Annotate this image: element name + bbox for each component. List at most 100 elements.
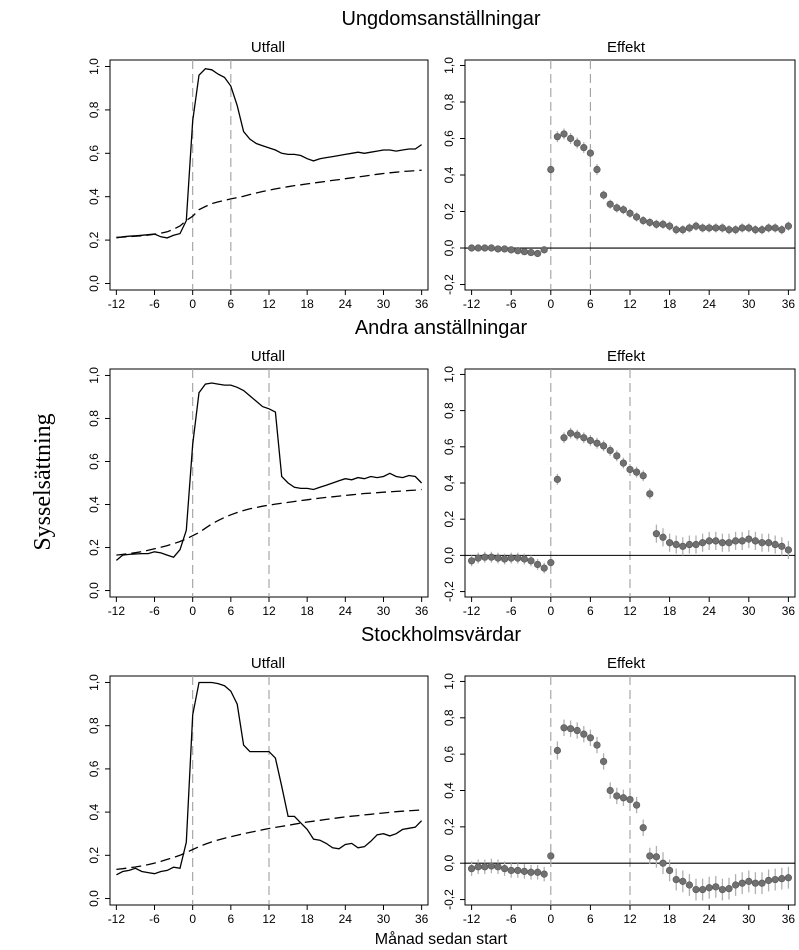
x-tick-label: 6: [227, 297, 234, 311]
effect-point: [560, 130, 568, 138]
y-tick-label: 0,4: [442, 166, 456, 183]
effect-point: [659, 533, 667, 541]
effect-point: [632, 468, 641, 476]
y-tick-label: 0,2: [442, 511, 456, 528]
effect-point: [599, 191, 608, 199]
effect-point: [731, 226, 740, 234]
x-tick-label: 30: [377, 912, 391, 926]
x-tick-label: 30: [377, 604, 391, 618]
panel-effect-3: -0,2 0,0 0,2 0,4 0,6 0,8 1,0 -12 -6 0 6 12 18 24 30 36: [442, 673, 796, 926]
effect-point: [573, 726, 581, 735]
effect-point: [560, 724, 568, 732]
y-tick-label: 1,0: [87, 367, 101, 384]
x-tick-label: 36: [415, 912, 429, 926]
effect-point: [626, 795, 634, 804]
panel-title: Utfall: [251, 348, 285, 365]
effect-point: [705, 537, 713, 545]
x-tick-label: 36: [782, 912, 796, 926]
x-tick-label: 6: [227, 604, 234, 618]
effect-point: [639, 217, 647, 225]
panel-title: Effekt: [607, 39, 646, 56]
effect-point: [745, 877, 753, 885]
panel-title: Utfall: [251, 655, 285, 672]
x-tick-label: 12: [623, 912, 637, 926]
x-tick-label: 36: [782, 297, 796, 311]
x-tick-label: -12: [108, 604, 126, 618]
effect-point: [718, 885, 727, 894]
y-tick-label: 0,2: [442, 818, 456, 835]
effect-point: [751, 537, 760, 545]
effect-point: [778, 542, 786, 550]
x-tick-label: -12: [463, 912, 481, 926]
y-tick-label: 0,0: [442, 547, 456, 564]
y-tick-label: 0,6: [87, 760, 101, 777]
x-tick-label: 18: [300, 912, 314, 926]
effect-point: [527, 248, 535, 257]
effect-point: [639, 472, 647, 480]
panel-outcome-1: 0,0 0,2 0,4 0,6 0,8 1,0 -12 -6 0 6 12 18 24 30 36: [87, 58, 429, 311]
effect-point: [520, 248, 529, 256]
effect-point: [619, 459, 628, 467]
effect-point: [468, 865, 476, 873]
effect-point: [527, 868, 535, 876]
y-tick-label: 0,4: [442, 782, 456, 799]
effect-point: [665, 866, 674, 875]
effect-point: [540, 246, 548, 254]
effect-point: [487, 553, 496, 561]
effect-point: [659, 220, 667, 228]
effect-point: [580, 144, 588, 152]
x-tick-label: -6: [149, 297, 160, 311]
x-tick-label: -12: [463, 297, 481, 311]
effect-point: [632, 801, 641, 809]
x-tick-label: 24: [703, 912, 717, 926]
row-title-2: Andra anställningar: [355, 317, 528, 339]
y-tick-label: 1,0: [87, 58, 101, 75]
x-tick-label: 0: [189, 297, 196, 311]
y-tick-label: 0,6: [87, 145, 101, 162]
x-tick-label: 0: [547, 912, 554, 926]
x-tick-label: 12: [262, 297, 276, 311]
effect-point: [501, 555, 509, 563]
effect-point: [613, 204, 621, 212]
x-tick-label: 0: [547, 297, 554, 311]
effect-point: [527, 557, 535, 565]
effect-point: [718, 539, 727, 547]
effect-point: [547, 559, 555, 567]
effect-point: [646, 490, 654, 498]
y-tick-label: 1,0: [87, 674, 101, 691]
effect-point: [487, 244, 496, 252]
effect-point: [619, 206, 628, 214]
effect-point: [679, 542, 687, 550]
effect-point: [474, 863, 482, 871]
effect-point: [679, 877, 687, 885]
x-tick-label: -12: [463, 604, 481, 618]
outcome-line: [116, 681, 423, 876]
y-tick-label: 0,2: [87, 231, 101, 248]
effect-point: [731, 537, 740, 545]
y-tick-label: 0,6: [87, 453, 101, 470]
effect-point: [745, 535, 753, 543]
plot-frame: [109, 59, 429, 291]
effect-point: [705, 884, 713, 892]
x-tick-label: 24: [339, 604, 353, 618]
effect-point: [514, 554, 522, 562]
y-tick-label: 0,4: [87, 496, 101, 513]
x-tick-label: 6: [587, 604, 594, 618]
x-tick-label: 36: [782, 604, 796, 618]
effect-point: [481, 863, 489, 871]
y-tick-label: -0,2: [442, 889, 456, 910]
x-tick-label: 12: [623, 604, 637, 618]
x-tick-label: 0: [547, 604, 554, 618]
x-tick-label: -6: [506, 912, 517, 926]
effect-point: [566, 725, 575, 733]
y-tick-label: 0,0: [87, 275, 101, 292]
effect-point: [712, 224, 720, 232]
effect-point: [599, 442, 608, 450]
comparison-line: [116, 488, 422, 556]
panel-title: Effekt: [607, 655, 646, 672]
effect-point: [474, 244, 482, 252]
x-tick-label: -6: [506, 604, 517, 618]
effect-point: [481, 553, 489, 561]
effect-point: [764, 224, 773, 232]
